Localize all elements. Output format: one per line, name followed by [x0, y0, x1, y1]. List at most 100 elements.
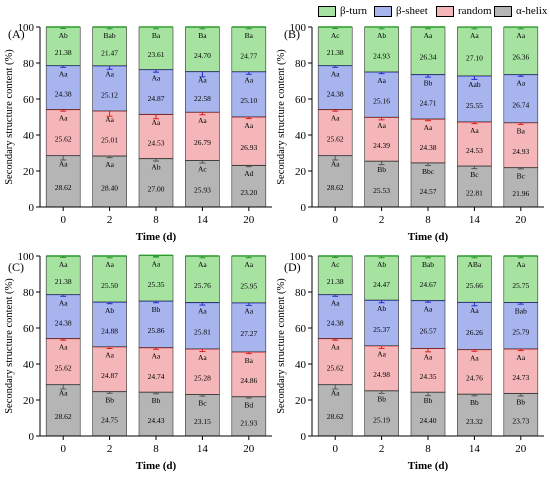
bar-segment-beta-turn [138, 255, 174, 302]
x-tick-label: 0 [60, 443, 66, 455]
data-label: 26.34 [420, 53, 437, 62]
bar-segment-beta-turn [45, 26, 81, 66]
x-tick-label: 8 [153, 443, 159, 455]
data-label: 25.01 [101, 135, 118, 144]
data-label: 24.98 [373, 370, 390, 379]
significance-label: Ab [377, 304, 386, 313]
data-label: 24.93 [373, 51, 390, 60]
y-tick-label: 20 [23, 166, 35, 178]
bar-segment-beta-turn [92, 255, 127, 303]
significance-label: Ac [331, 260, 340, 269]
data-label: 24.87 [148, 94, 165, 103]
x-tick-label: 8 [425, 443, 431, 455]
significance-label: Ba [517, 127, 526, 136]
legend-item-beta-turn: β-turn [318, 4, 367, 18]
bar-segment-beta-sheet [231, 71, 267, 118]
bar-segment-alpha-helix [231, 164, 267, 208]
bar-segment-alpha-helix [457, 393, 492, 437]
x-tick-label: 14 [197, 443, 209, 455]
bar-segment-random-coil [317, 109, 353, 156]
bar-segment-alpha-helix [503, 167, 539, 208]
y-tick-label: 60 [295, 94, 307, 106]
bar-segment-beta-sheet [317, 294, 353, 339]
data-label: 26.57 [420, 326, 437, 335]
bar-segment-beta-sheet [410, 74, 446, 120]
x-tick-label: 0 [332, 443, 338, 455]
significance-label: Aa [198, 353, 207, 362]
significance-label: Bc [517, 171, 526, 180]
bar-segment-beta-turn [317, 26, 353, 66]
data-label: 22.81 [466, 188, 483, 197]
data-label: 24.71 [420, 99, 437, 108]
significance-label: Aa [59, 298, 68, 307]
data-label: 21.38 [327, 277, 344, 286]
data-label: 21.38 [55, 48, 72, 57]
x-tick-label: 2 [107, 443, 113, 455]
significance-label: Aa [516, 78, 525, 87]
significance-label: Ab [377, 31, 386, 40]
bar-segment-beta-sheet [457, 75, 492, 123]
x-axis-label: Time (d) [136, 231, 177, 243]
significance-label: Aa [152, 259, 161, 268]
data-label: 28.62 [55, 183, 72, 192]
bar-segment-random-coil [364, 116, 399, 162]
data-label: 27.10 [466, 53, 483, 62]
y-tick-label: 0 [301, 202, 307, 214]
data-label: 24.77 [240, 51, 257, 60]
significance-label: Aa [244, 307, 253, 316]
data-label: 25.86 [148, 326, 165, 335]
bar-segment-beta-turn [410, 255, 446, 301]
significance-label: Aa [377, 76, 386, 85]
bar-segment-beta-sheet [138, 69, 174, 115]
significance-label: Ba [245, 356, 254, 365]
significance-label: Aa [59, 159, 68, 168]
y-tick-label: 80 [23, 58, 35, 70]
significance-label: Ab [59, 31, 68, 40]
y-tick-label: 60 [295, 323, 307, 335]
bar-segment-random-coil [92, 110, 127, 157]
significance-label: Aa [424, 123, 433, 132]
significance-label: ABa [468, 260, 482, 269]
bar-segment-alpha-helix [185, 394, 220, 437]
bar-segment-alpha-helix [45, 384, 81, 437]
bar-segment-beta-sheet [138, 300, 174, 348]
data-label: 23.32 [466, 417, 483, 426]
significance-label: Aa [470, 31, 479, 40]
data-label: 26.93 [240, 143, 257, 152]
bar-segment-random-coil [45, 109, 81, 156]
significance-label: Aa [105, 160, 114, 169]
significance-label: Aa [198, 75, 207, 84]
data-label: 21.38 [55, 277, 72, 286]
x-tick-label: 2 [379, 214, 385, 226]
legend-label: β-turn [340, 5, 367, 17]
bar-segment-beta-turn [457, 255, 492, 303]
data-label: 25.19 [373, 415, 390, 424]
bar-segment-beta-sheet [317, 65, 353, 110]
x-tick-label: 20 [243, 443, 255, 455]
data-label: 24.74 [148, 372, 165, 381]
chart-panel-d: (D)020406080100Aa28.62Aa25.62Aa24.38Ac21… [276, 251, 544, 472]
bar-segment-beta-sheet [503, 74, 539, 123]
bar-segment-random-coil [410, 347, 446, 393]
data-label: 25.62 [327, 134, 344, 143]
significance-label: Ac [331, 31, 340, 40]
data-label: 25.62 [327, 363, 344, 372]
data-label: 23.15 [194, 417, 211, 426]
x-axis-label: Time (d) [408, 231, 449, 243]
significance-label: Ab [151, 162, 160, 171]
y-axis-label: Secondary structure content (%) [276, 278, 287, 414]
chart-panel-a: (A)020406080100Aa28.62Aa25.62Aa24.38Ab21… [4, 22, 272, 243]
bar-segment-alpha-helix [45, 155, 81, 208]
data-label: 23.20 [240, 188, 257, 197]
x-tick-label: 0 [332, 214, 338, 226]
data-label: 24.76 [466, 374, 483, 383]
significance-label: Aa [152, 73, 161, 82]
bar-segment-alpha-helix [92, 391, 127, 437]
bar-segment-beta-sheet [503, 302, 539, 350]
y-tick-label: 80 [295, 287, 307, 299]
x-tick-label: 0 [60, 214, 66, 226]
bar-segment-beta-turn [138, 26, 174, 70]
significance-label: Bb [424, 396, 433, 405]
data-label: 24.43 [148, 416, 165, 425]
